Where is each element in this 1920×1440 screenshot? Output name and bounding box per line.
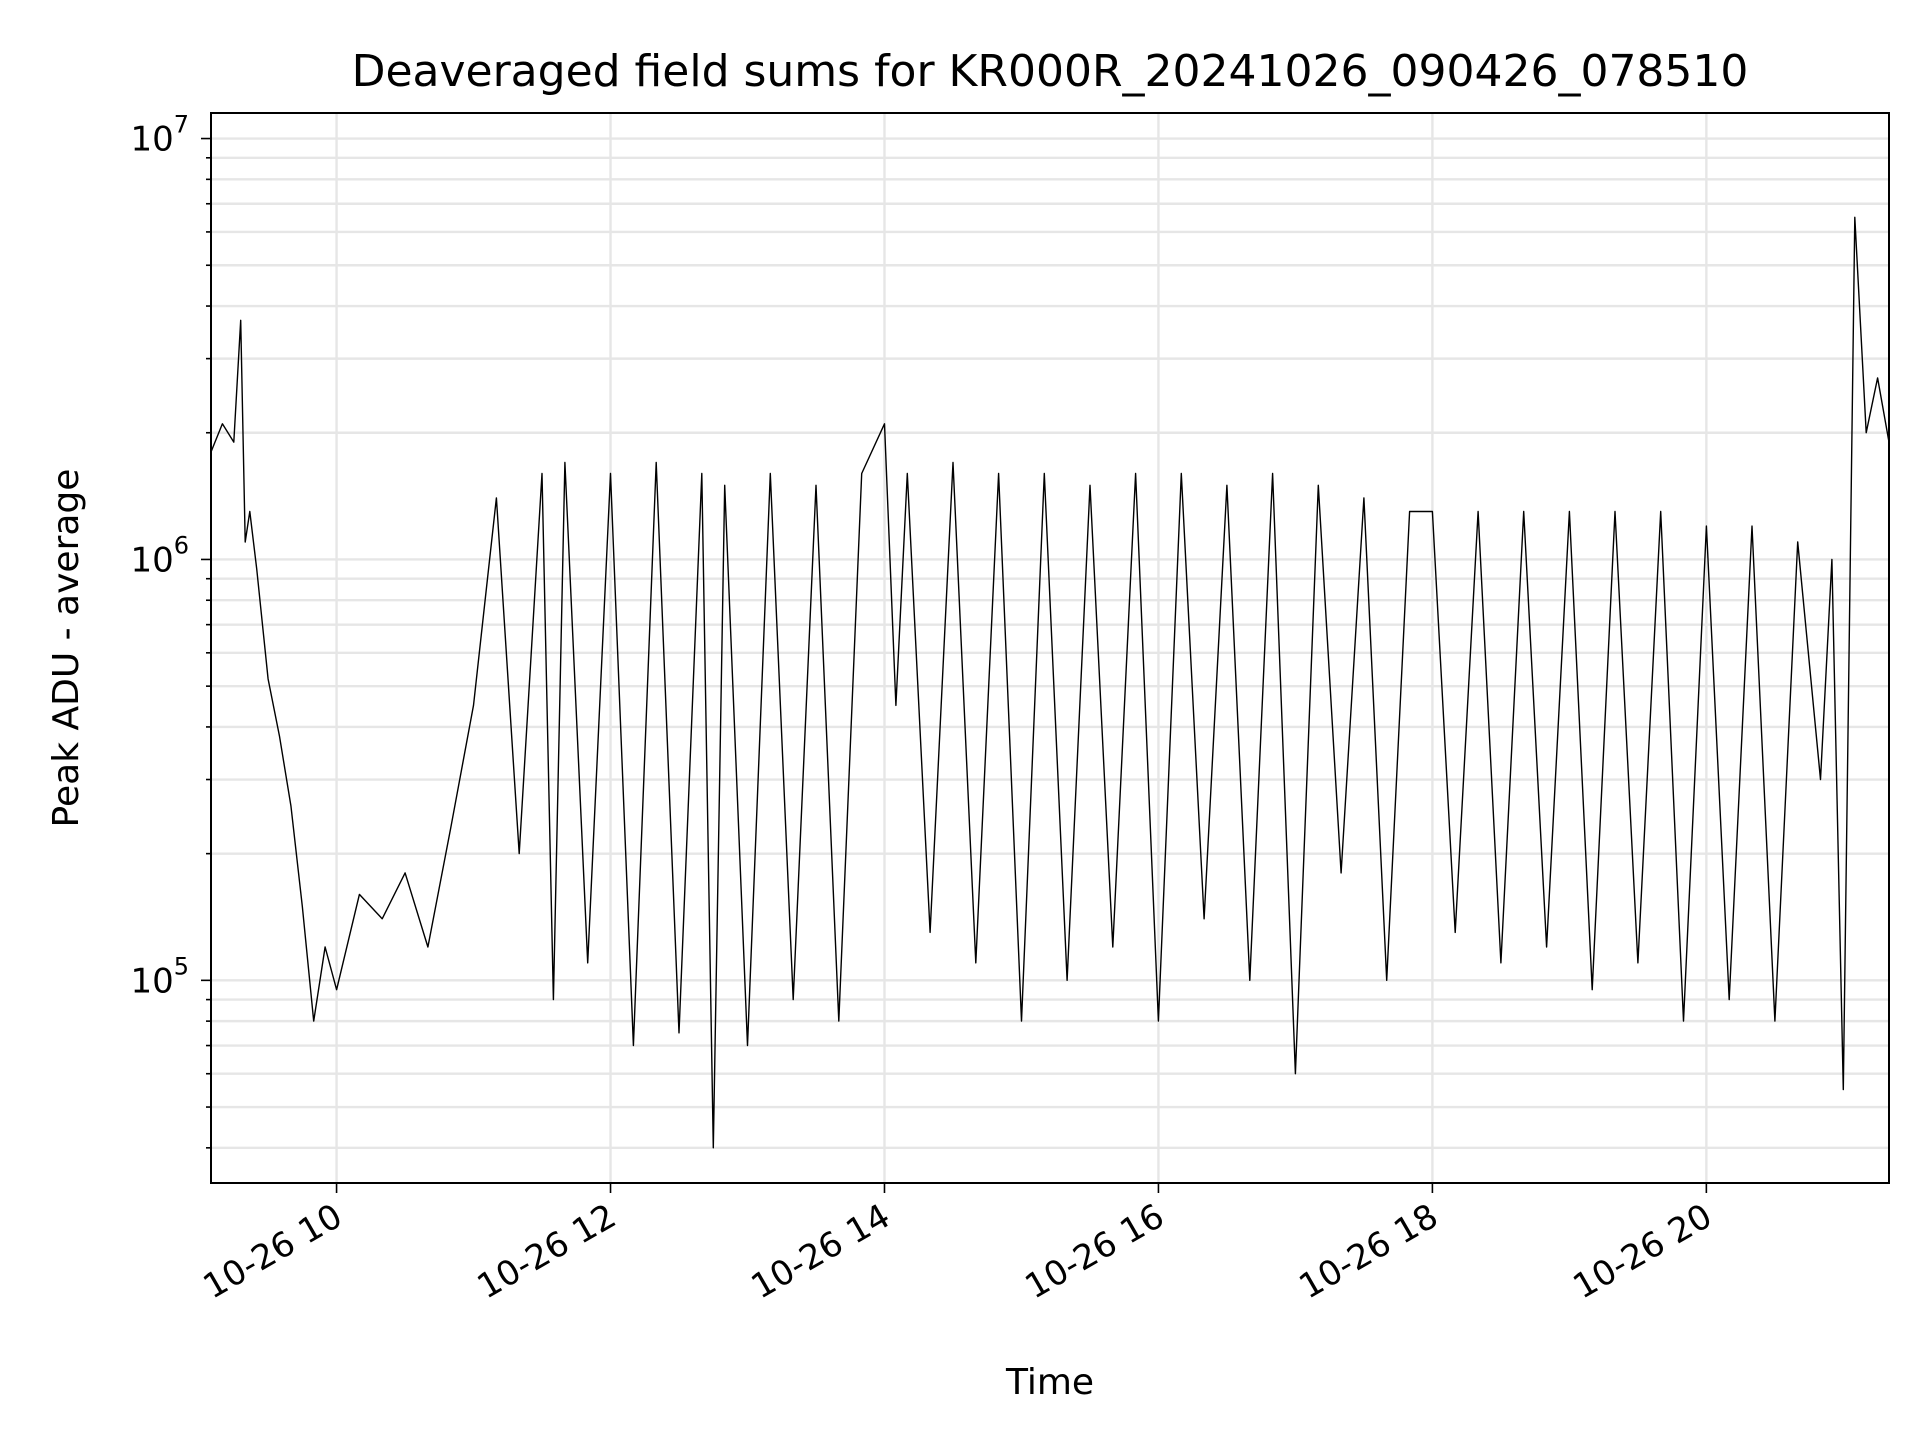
x-tick-label: 10-26 16 xyxy=(1019,1196,1171,1307)
x-tick-label: 10-26 10 xyxy=(197,1196,349,1307)
series-line xyxy=(210,216,1890,1149)
grid xyxy=(211,113,1889,1183)
x-tick-label: 10-26 18 xyxy=(1293,1196,1445,1307)
plot-frame xyxy=(210,112,1890,1184)
y-tick-label: 107 xyxy=(130,111,189,160)
y-tick-label: 106 xyxy=(130,531,189,580)
chart-title: Deaveraged field sums for KR000R_2024102… xyxy=(352,46,1749,97)
x-tick-label: 10-26 14 xyxy=(745,1196,897,1307)
x-axis-label: Time xyxy=(1005,1362,1094,1403)
y-tick-label: 105 xyxy=(130,952,189,1001)
axis-ticks: 105 106 107 10-26 10 10-26 12 10-26 14 10-26 1… xyxy=(130,111,1718,1308)
x-tick-label: 10-26 12 xyxy=(471,1196,623,1307)
y-axis-label: Peak ADU - average xyxy=(46,469,87,828)
x-tick-label: 10-26 20 xyxy=(1566,1196,1718,1307)
